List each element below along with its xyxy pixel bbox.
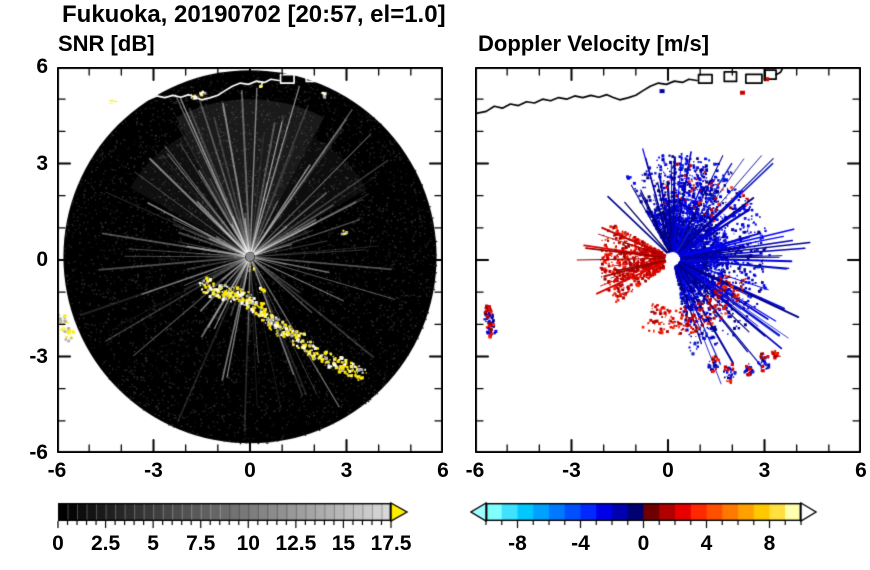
doppler-xtick-label: 0 (662, 459, 674, 482)
doppler-ppi-plot (475, 67, 861, 453)
figure-title: Fukuoka, 20190702 [20:57, el=1.0] (62, 1, 446, 28)
snr-xtick-label: 0 (244, 459, 256, 482)
snr-colorbar-label: 7.5 (186, 532, 216, 555)
snr-panel-title: SNR [dB] (58, 31, 155, 56)
snr-xtick-label: -3 (144, 459, 163, 482)
snr-xtick-label: 6 (437, 459, 449, 482)
doppler-colorbar-label: -8 (508, 532, 527, 555)
snr-colorbar-label: 10 (236, 532, 260, 555)
doppler-xtick-label: -6 (465, 459, 485, 482)
snr-colorbar-label: 5 (147, 532, 159, 555)
snr-ytick-label: -3 (29, 344, 48, 368)
snr-colorbar-label: 17.5 (370, 532, 412, 555)
doppler-colorbar-label: 4 (700, 532, 713, 555)
snr-colorbar-label: 2.5 (90, 532, 121, 555)
doppler-colorbar (470, 500, 822, 532)
doppler-colorbar-label: -4 (571, 532, 590, 555)
snr-colorbar-label: 12.5 (275, 532, 317, 555)
snr-xtick-label: -6 (47, 459, 67, 482)
doppler-colorbar-label: 8 (763, 532, 776, 555)
snr-ppi-plot (57, 67, 443, 453)
snr-xtick-label: 3 (340, 459, 353, 482)
snr-ytick-label: 6 (36, 55, 48, 78)
snr-ytick-label: 0 (36, 248, 48, 271)
snr-colorbar (57, 500, 409, 532)
doppler-panel-title: Doppler Velocity [m/s] (478, 31, 710, 56)
doppler-xtick-label: 6 (855, 459, 867, 482)
doppler-xtick-label: 3 (758, 459, 771, 482)
snr-ytick-label: -6 (29, 441, 48, 464)
doppler-colorbar-label: 0 (637, 532, 650, 555)
snr-ytick-label: 3 (36, 151, 48, 175)
snr-colorbar-label: 15 (331, 532, 356, 555)
snr-colorbar-label: 0 (52, 532, 64, 555)
doppler-xtick-label: -3 (562, 459, 581, 482)
